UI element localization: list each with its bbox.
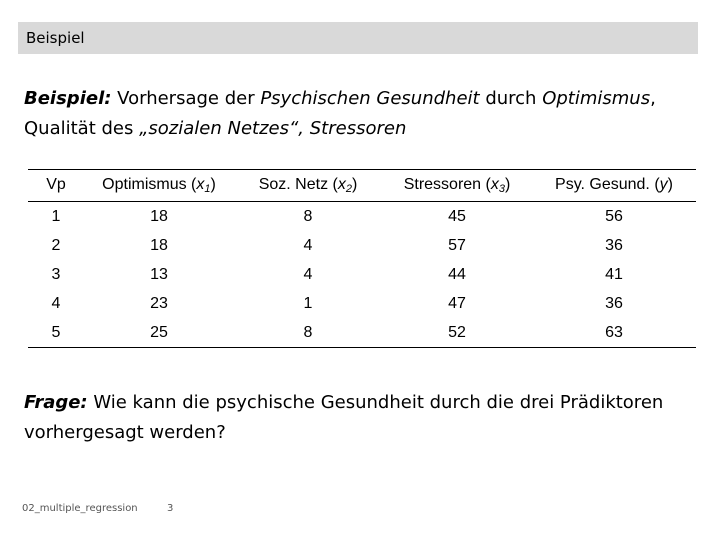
column-header: Soz. Netz (x2): [234, 169, 382, 202]
column-header-label: Psy. Gesund. (: [555, 176, 660, 193]
column-header-sub: 3: [498, 183, 505, 195]
table-row: 5 25 8 52 63: [28, 318, 696, 348]
table-cell: 18: [150, 207, 168, 225]
table-cell: 5: [51, 323, 61, 341]
footer-filename: 02_multiple_regression: [22, 503, 138, 514]
column-header-var: x: [490, 176, 499, 193]
table-cell: 2: [51, 236, 61, 254]
table-cell: 8: [303, 323, 313, 341]
table-cell: 18: [150, 236, 168, 254]
table-cell: 63: [605, 323, 623, 341]
slide-header-title: Beispiel: [26, 29, 85, 47]
intro-text-4: Qualität des: [24, 118, 140, 139]
table-cell: 52: [448, 323, 466, 341]
column-header-sub: 2: [345, 183, 352, 195]
table-body: 1 18 8 45 56 2 18 4 57 36 3 13 4 44 41 4 23 1 47 36 5 25 8 52 63: [28, 202, 696, 348]
table-cell: 4: [303, 265, 313, 283]
table-cell: 23: [150, 294, 168, 312]
table-cell: 57: [448, 236, 466, 254]
column-header-close: ): [351, 176, 358, 193]
table-row: 1 18 8 45 56: [28, 202, 696, 232]
table-cell: 3: [51, 265, 61, 283]
column-header-var: y: [659, 176, 668, 193]
table-cell: 41: [605, 265, 623, 283]
table-cell: 56: [605, 207, 623, 225]
question-lead: Frage:: [24, 392, 88, 413]
column-header-label: Soz. Netz (: [258, 176, 338, 193]
table-cell: 36: [605, 236, 623, 254]
table-cell: 13: [150, 265, 168, 283]
column-header-var: x: [196, 176, 205, 193]
column-header: Optimismus (x1): [84, 169, 234, 202]
table-cell: 25: [150, 323, 168, 341]
column-header-sub: 1: [204, 183, 211, 195]
data-table: Vp Optimismus (x1) Soz. Netz (x2) Stressore…: [28, 169, 696, 348]
intro-italic-2: Optimismus: [542, 88, 651, 109]
column-header-var: x: [337, 176, 346, 193]
question-text: Wie kann die psychische Gesundheit durch…: [24, 392, 664, 443]
table-row: 4 23 1 47 36: [28, 289, 696, 318]
intro-paragraph: Beispiel: Vorhersage der Psychischen Ges…: [24, 84, 704, 144]
slide-header-bar: Beispiel: [18, 22, 698, 54]
column-header-label: Optimismus (: [102, 176, 197, 193]
intro-text-2: durch: [479, 88, 543, 109]
table-cell: 8: [303, 207, 313, 225]
intro-text-1: Vorhersage der: [111, 88, 261, 109]
column-header: Stressoren (x3): [382, 169, 532, 202]
column-header-label: Vp: [46, 176, 66, 193]
column-header-label: Stressoren (: [403, 176, 491, 193]
column-header: Psy. Gesund. (y): [532, 169, 696, 202]
table-cell: 36: [605, 294, 623, 312]
table-cell: 45: [448, 207, 466, 225]
table-row: 2 18 4 57 36: [28, 231, 696, 260]
table-row: 3 13 4 44 41: [28, 260, 696, 289]
column-header-close: ): [667, 176, 673, 193]
column-header-close: ): [504, 176, 511, 193]
question-paragraph: Frage: Wie kann die psychische Gesundhei…: [24, 388, 684, 448]
table-cell: 1: [51, 207, 61, 225]
intro-italic-1: Psychischen Gesundheit: [260, 88, 480, 109]
table-cell: 4: [303, 236, 313, 254]
footer-page-number: 3: [167, 503, 174, 514]
table-cell: 44: [448, 265, 466, 283]
table-cell: 4: [51, 294, 61, 312]
column-header: Vp: [28, 169, 84, 202]
table-cell: 1: [303, 294, 313, 312]
intro-text-3: ,: [650, 88, 656, 109]
table-header-row: Vp Optimismus (x1) Soz. Netz (x2) Stressore…: [28, 169, 696, 202]
intro-italic-3: „sozialen Netzes“, Stressoren: [139, 118, 407, 139]
column-header-close: ): [210, 176, 216, 193]
intro-lead: Beispiel:: [24, 88, 112, 109]
table-cell: 47: [448, 294, 466, 312]
